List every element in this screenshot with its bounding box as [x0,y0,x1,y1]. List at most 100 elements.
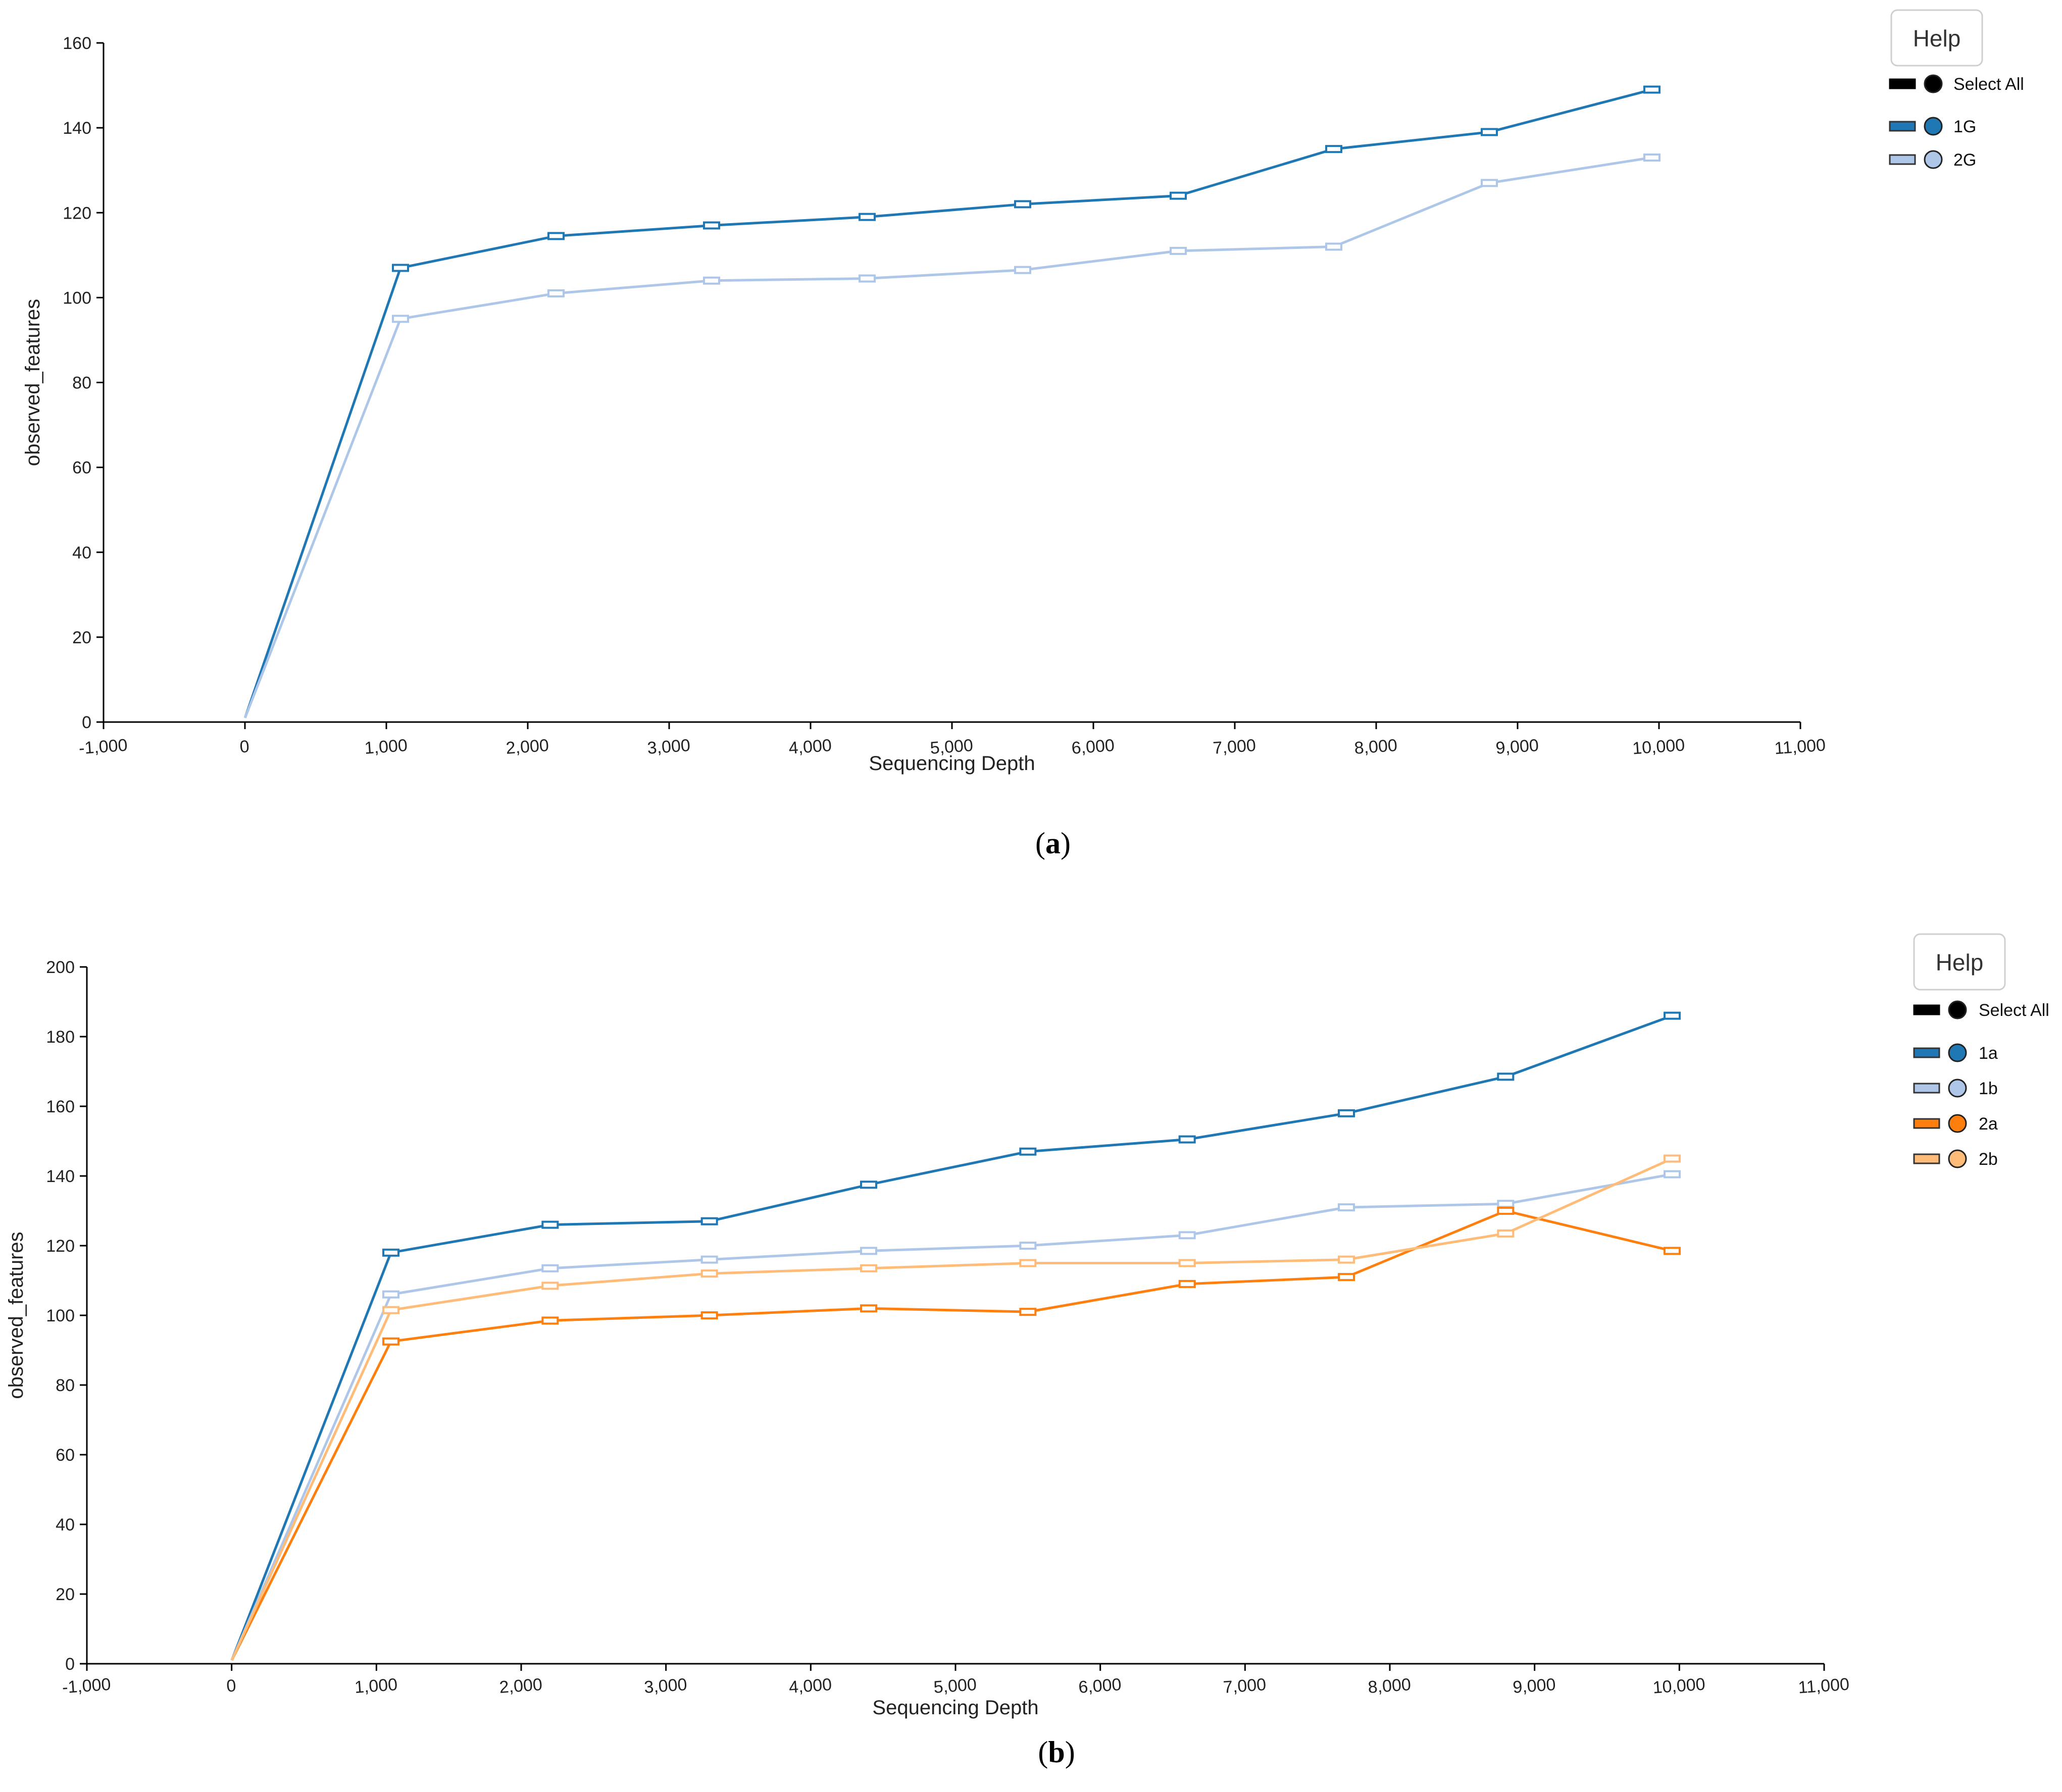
data-point[interactable] [541,1316,559,1325]
data-point[interactable] [1178,1135,1196,1144]
data-point[interactable] [382,1290,399,1299]
legend-dot-swatch[interactable] [1924,74,1943,93]
legend-line-swatch[interactable] [1913,1047,1940,1058]
legend-dot-swatch[interactable] [1924,117,1943,136]
data-point[interactable] [1664,1011,1681,1020]
legend-line-swatch[interactable] [1889,121,1916,132]
series-line-1b[interactable] [230,1173,1673,1661]
legend-dot-swatch[interactable] [1948,1114,1967,1133]
data-point[interactable] [1325,242,1342,251]
legend-item-1G[interactable]: 1G [1889,117,1976,136]
data-point[interactable] [1325,145,1342,153]
legend-label[interactable]: 2a [1979,1114,1998,1134]
data-point[interactable] [860,1181,877,1189]
data-point[interactable] [392,315,409,323]
legend-select-all[interactable]: Select All [1913,1000,2049,1020]
legend-dot-swatch[interactable] [1948,1149,1967,1168]
data-point[interactable] [860,1247,877,1255]
data-point[interactable] [703,276,720,285]
data-point[interactable] [1664,1170,1681,1179]
data-point[interactable] [1643,153,1661,162]
data-point[interactable] [700,1269,718,1278]
data-point[interactable] [1178,1231,1196,1240]
legend-line-swatch[interactable] [1913,1118,1940,1129]
data-point[interactable] [541,1220,559,1229]
data-point[interactable] [541,1264,559,1272]
data-point[interactable] [1019,1259,1037,1267]
series-line-2G[interactable] [243,156,1652,719]
legend-item-1b[interactable]: 1b [1913,1079,1998,1098]
help-button[interactable]: Help [1890,9,1983,67]
data-point[interactable] [1019,1308,1037,1316]
data-point[interactable] [1497,1207,1515,1215]
data-point[interactable] [860,1304,877,1313]
legend-label[interactable]: Select All [1953,75,2024,94]
data-point[interactable] [1178,1279,1196,1288]
legend-item-2a[interactable]: 2a [1913,1114,1998,1134]
legend-item-1a[interactable]: 1a [1913,1043,1998,1063]
legend-label[interactable]: 2G [1953,150,1976,170]
y-tick-label: 120 [63,203,91,223]
legend-dot-swatch[interactable] [1948,1000,1967,1019]
data-point[interactable] [1338,1273,1355,1282]
data-point[interactable] [1178,1259,1196,1267]
series-line-2b[interactable] [230,1157,1673,1661]
data-point[interactable] [1664,1154,1681,1163]
data-point[interactable] [859,274,876,283]
data-point[interactable] [700,1311,718,1319]
data-point[interactable] [1664,1247,1681,1255]
legend-label[interactable]: 2b [1979,1150,1998,1169]
legend-dot-swatch[interactable] [1948,1079,1967,1098]
data-point[interactable] [1014,266,1031,274]
legend-label[interactable]: 1b [1979,1079,1998,1098]
data-point[interactable] [1170,191,1187,200]
series-line-1G[interactable] [243,88,1652,719]
legend-dot-swatch[interactable] [1948,1043,1967,1062]
data-point[interactable] [547,232,565,240]
data-point[interactable] [1338,1255,1355,1264]
data-point[interactable] [1338,1109,1355,1117]
data-point[interactable] [1019,1242,1037,1250]
series-line-2a[interactable] [230,1209,1673,1661]
data-point[interactable] [700,1255,718,1264]
legend-select-all[interactable]: Select All [1889,74,2024,94]
legend-line-swatch[interactable] [1913,1083,1940,1094]
data-point[interactable] [382,1337,399,1346]
data-point[interactable] [1019,1147,1037,1156]
data-point[interactable] [700,1217,718,1225]
data-point[interactable] [547,289,565,297]
legend-line-swatch[interactable] [1913,1004,1940,1015]
data-point[interactable] [392,264,409,272]
legend-item-2b[interactable]: 2b [1913,1149,1998,1169]
data-point[interactable] [382,1306,399,1314]
legend-line-swatch[interactable] [1913,1153,1940,1164]
legend-dot-swatch[interactable] [1924,150,1943,169]
data-point[interactable] [1481,128,1498,136]
legend-item-2G[interactable]: 2G [1889,150,1976,170]
series-line-1a[interactable] [230,1014,1673,1661]
help-button-box[interactable] [1913,933,2006,991]
legend-label[interactable]: 1G [1953,117,1976,136]
data-point[interactable] [1497,1200,1515,1208]
legend-line-swatch[interactable] [1889,154,1916,165]
help-button-label[interactable]: Help [1913,25,1961,52]
y-tick-label: 20 [72,628,91,647]
data-point[interactable] [1338,1203,1355,1212]
data-point[interactable] [1643,85,1661,94]
data-point[interactable] [1014,200,1031,209]
legend-label[interactable]: 1a [1979,1044,1998,1063]
help-button-label[interactable]: Help [1936,949,1984,976]
data-point[interactable] [1170,246,1187,255]
data-point[interactable] [1497,1072,1515,1081]
help-button-box[interactable] [1890,9,1983,67]
data-point[interactable] [1481,179,1498,187]
data-point[interactable] [860,1264,877,1272]
data-point[interactable] [382,1248,399,1257]
data-point[interactable] [1497,1229,1515,1238]
data-point[interactable] [859,213,876,221]
data-point[interactable] [541,1282,559,1290]
legend-line-swatch[interactable] [1889,78,1916,89]
help-button[interactable]: Help [1913,933,2006,991]
legend-label[interactable]: Select All [1979,1001,2049,1020]
data-point[interactable] [703,221,720,230]
